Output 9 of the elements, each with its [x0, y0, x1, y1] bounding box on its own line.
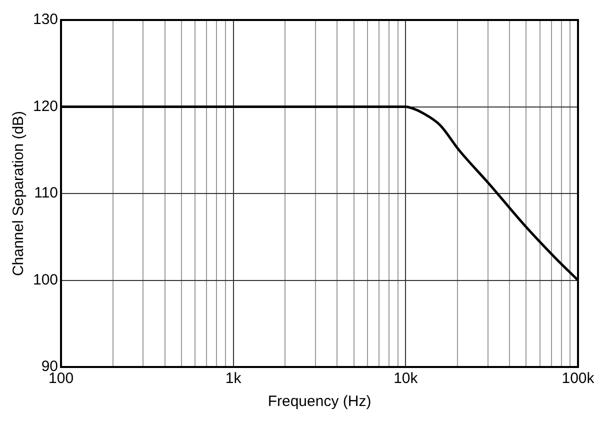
x-tick-label: 10k	[394, 370, 418, 388]
x-tick-label: 100k	[562, 370, 595, 388]
y-tick-label: 100	[32, 271, 58, 288]
y-tick-label: 130	[32, 11, 58, 28]
x-axis-title: Frequency (Hz)	[268, 393, 372, 410]
y-tick-label: 120	[32, 98, 58, 115]
y-axis-title: Channel Separation (dB)	[10, 110, 28, 276]
x-tick-label: 1k	[225, 370, 242, 388]
y-tick-label: 110	[34, 184, 58, 202]
